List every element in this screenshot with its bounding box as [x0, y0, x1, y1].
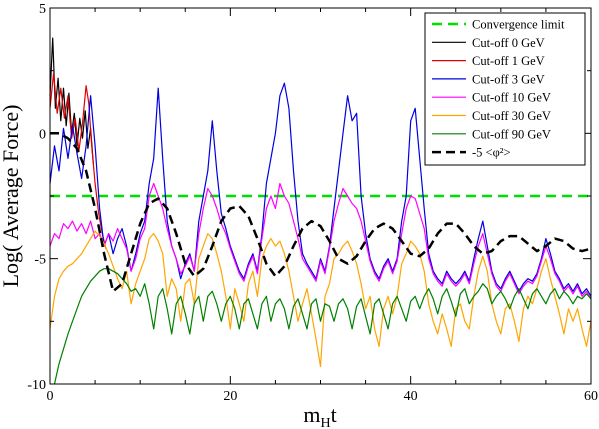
y-tick-label: 5	[39, 2, 46, 17]
y-axis-title: Log( Average Force)	[0, 105, 23, 288]
legend-label-3: Cut-off 3 GeV	[472, 72, 545, 86]
legend: Convergence limit Cut-off 0 GeV Cut-off 1 …	[425, 13, 585, 165]
legend-label-6: Cut-off 90 GeV	[472, 127, 551, 141]
legend-label-2: Cut-off 1 GeV	[472, 54, 545, 68]
y-tick-label: -5	[34, 253, 46, 268]
legend-label-0: Convergence limit	[472, 18, 565, 32]
x-tick-label: 40	[404, 389, 418, 404]
x-axis-title: mHt	[303, 402, 336, 429]
x-tick-label: 60	[584, 389, 598, 404]
x-tick-label: 20	[223, 389, 237, 404]
legend-label-4: Cut-off 10 GeV	[472, 91, 551, 105]
y-tick-label: 0	[39, 127, 46, 142]
legend-label-5: Cut-off 30 GeV	[472, 109, 551, 123]
legend-label-1: Cut-off 0 GeV	[472, 36, 545, 50]
legend-label-7: -5 <φ²>	[472, 146, 511, 160]
y-tick-label: -10	[27, 378, 46, 393]
series-line-4	[50, 184, 591, 299]
x-tick-label: 0	[47, 389, 54, 404]
